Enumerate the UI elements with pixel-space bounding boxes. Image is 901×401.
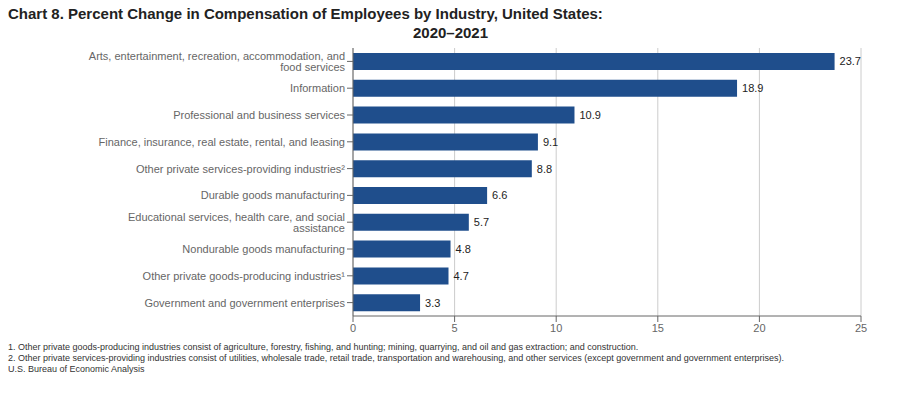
svg-text:20: 20 [753,322,765,334]
html-text:U.S. Bureau of Economic Analys: U.S. Bureau of Economic Analysis [8,364,145,374]
html-text:Chart 8. Percent Change in Com: Chart 8. Percent Change in Compensation … [8,5,603,22]
svg-text:Durable goods manufacturing: Durable goods manufacturing [201,189,345,201]
svg-text:4.8: 4.8 [456,243,471,255]
svg-text:3.3: 3.3 [425,297,440,309]
svg-text:Educational services, health c: Educational services, health care, and s… [128,211,345,234]
svg-text:23.7: 23.7 [840,55,861,67]
svg-text:0: 0 [350,322,356,334]
svg-text:Nondurable goods manufacturing: Nondurable goods manufacturing [182,243,345,255]
svg-text:5: 5 [452,322,458,334]
html-text:2. Other private services-prov: 2. Other private services-providing indu… [8,353,784,363]
svg-text:Information: Information [290,82,345,94]
svg-text:Arts, entertainment, recreatio: Arts, entertainment, recreation, accommo… [89,50,346,73]
svg-text:Finance, insurance, real estat: Finance, insurance, real estate, rental,… [99,136,345,148]
svg-text:6.6: 6.6 [492,189,507,201]
svg-text:18.9: 18.9 [742,82,763,94]
svg-text:Government and government ente: Government and government enterprises [144,297,345,309]
html-text:1. Other private goods-produci: 1. Other private goods-producing industr… [8,342,639,352]
svg-text:Other private services-providi: Other private services-providing industr… [136,163,345,175]
svg-text:15: 15 [652,322,664,334]
svg-text:4.7: 4.7 [454,270,469,282]
svg-text:9.1: 9.1 [543,136,558,148]
svg-text:10: 10 [550,322,562,334]
svg-text:8.8: 8.8 [537,163,552,175]
svg-text:Other private goods-producing: Other private goods-producing industries… [143,270,346,282]
html-text:2020–2021: 2020–2021 [413,24,488,41]
svg-text:5.7: 5.7 [474,216,489,228]
svg-text:25: 25 [855,322,867,334]
svg-text:Professional and business serv: Professional and business services [173,109,345,121]
svg-text:10.9: 10.9 [579,109,600,121]
